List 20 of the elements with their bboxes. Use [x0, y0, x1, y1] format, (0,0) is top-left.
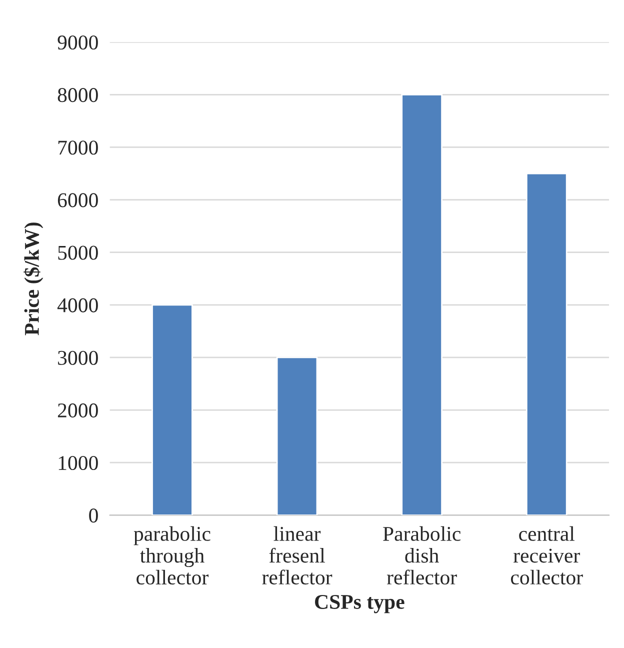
x-tick-label: linear fresenl reflector: [262, 526, 332, 584]
bar: [401, 94, 442, 516]
y-tick-label: 2000: [58, 403, 98, 418]
y-tick-label: 9000: [58, 35, 98, 50]
x-tick-label: parabolic through collector: [134, 526, 210, 585]
y-tick-label: 3000: [58, 350, 98, 365]
bar: [276, 356, 318, 516]
bar: [152, 304, 193, 516]
y-tick-label: 0: [89, 508, 98, 523]
y-tick-label: 4000: [57, 298, 98, 312]
y-tick-label: 6000: [58, 193, 98, 208]
x-tick-label: central receiver collector: [510, 526, 583, 584]
y-tick-label: 5000: [58, 246, 98, 260]
y-tick-label: 8000: [58, 88, 98, 102]
y-tick-label: 7000: [58, 140, 98, 155]
y-tick-label: 1000: [58, 456, 98, 470]
x-tick-label: Parabolic dish reflector: [383, 526, 461, 584]
y-axis-title: Price ($/kW): [24, 222, 44, 336]
x-axis-title: CSPs type: [315, 594, 404, 614]
bar: [526, 172, 568, 516]
